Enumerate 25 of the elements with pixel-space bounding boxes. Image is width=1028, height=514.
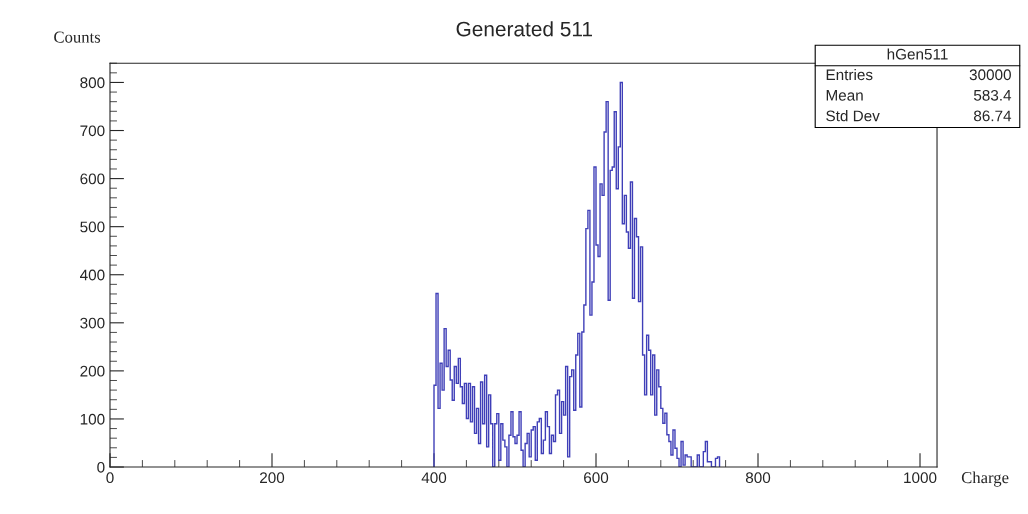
x-tick-label: 200 [260,472,285,484]
y-tick-label: 600 [80,173,105,185]
y-tick-label: 0 [97,461,105,473]
annotation: Entries [826,68,873,81]
annotation: Mean [826,90,863,101]
x-tick-label: 800 [745,472,771,484]
text: 30000 [969,69,1011,81]
x-tick-label: 600 [584,472,609,484]
y-axis-title: Counts [54,31,101,43]
x-tick-label: 1000 [904,472,937,484]
y-tick-label: 400 [80,269,105,281]
chart-title: Generated 511 [456,21,592,37]
y-tick-label: 200 [80,365,105,377]
text: 583.4 [973,89,1012,101]
y-tick-label: 300 [80,317,105,329]
x-tick-label: 400 [421,472,447,484]
annotation: Std Dev [826,110,880,122]
y-tick-label: 100 [80,413,105,425]
y-tick-label: 800 [80,77,105,89]
x-axis-title: Charge [961,471,1009,487]
y-tick-label: 500 [80,221,105,233]
text: 86.74 [973,110,1012,122]
y-tick-label: 700 [80,125,105,137]
x-tick-label: 0 [106,472,114,484]
text: hGen511 [887,48,948,60]
